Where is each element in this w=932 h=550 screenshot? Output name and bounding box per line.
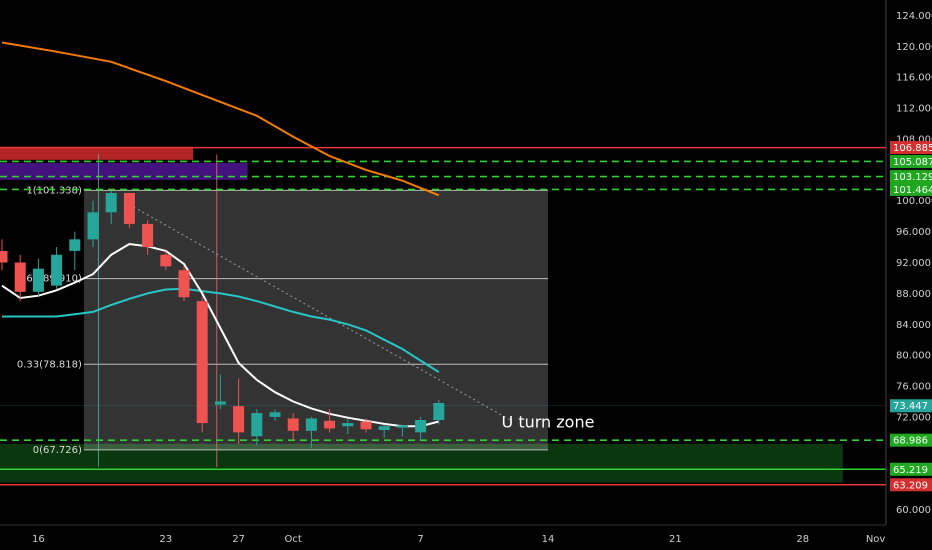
trend-line-layer[interactable] [129,204,512,422]
price-tag-current-bg [890,399,932,413]
ema-long-line [1,41,440,197]
candle-body-8 [142,223,154,248]
price-tag-68.986-bg [890,433,932,447]
y-tick-label-108.000: 108.000 [896,134,932,145]
y-tick-label-116.000: 116.000 [896,73,932,84]
y-tick-label-92.000: 92.000 [896,258,931,269]
price-tag-current-text: 73.447 [893,401,928,412]
candle-body-13 [233,406,245,433]
price-tag-101.464-text: 101.464 [893,185,932,196]
x-tick-label-16: 16 [32,534,45,545]
price-tag-101.464-bg [890,182,932,196]
candle-body-6 [105,193,117,213]
candle-body-11 [196,301,208,424]
x-tick-label-14: 14 [542,534,555,545]
red-zone [0,146,194,160]
candle-body-20 [360,421,372,430]
y-tick-label-124.000: 124.000 [896,11,932,22]
x-axis: 16 23 27 Oct 7 14 21 28 Nov [0,524,886,545]
y-tick-label-88.000: 88.000 [896,289,931,300]
candle-body-9 [160,254,172,267]
price-tags: 106.885 105.087 103.129 101.464 68.986 65.219… [890,141,932,492]
candle-body-16 [287,418,299,431]
fib-level-label-1: 0.66(89.910) [17,274,82,285]
x-tick-label-28: 28 [796,534,809,545]
x-tick-label-7: 7 [417,534,423,545]
candle-body-19 [342,423,354,427]
candle-body-22 [396,425,408,428]
y-tick-label-72.000: 72.000 [896,412,931,423]
candle-body-12 [214,401,226,405]
candle-body-15 [269,412,281,417]
y-tick-label-120.000: 120.000 [896,42,932,53]
candle-body-5 [87,212,99,240]
y-tick-label-60.000: 60.000 [896,505,931,516]
candle-body-23 [415,420,427,433]
x-tick-label-Nov: Nov [866,534,886,545]
candle-body-10 [178,270,190,298]
fibonacci-retracement[interactable]: 1(101.338) 0.66(89.910) 0.33(78.818) 0(67.7… [17,185,549,456]
candle-body-14 [251,413,263,437]
candle-body-4 [69,239,81,251]
trend-line[interactable] [129,204,512,422]
candle-body-0 [0,250,8,263]
y-tick-label-76.000: 76.000 [896,382,931,393]
price-tag-63.209-bg [890,478,932,492]
candles-layer [0,190,445,448]
y-tick-label-80.000: 80.000 [896,351,931,362]
price-tag-68.986-text: 68.986 [893,436,928,447]
ema-medium-line [2,287,440,373]
x-tick-label-21: 21 [669,534,682,545]
price-tag-65.219-bg [890,462,932,476]
x-tick-label-Oct: Oct [285,534,302,545]
x-tick-label-23: 23 [159,534,172,545]
x-tick-label-27: 27 [232,534,245,545]
candle-body-21 [378,426,390,431]
candle-body-18 [324,420,336,429]
y-tick-label-100.000: 100.000 [896,196,932,207]
price-tag-106.885-text: 106.885 [893,143,932,154]
y-tick-label-96.000: 96.000 [896,227,931,238]
fib-level-label-3: 0(67.726) [33,445,82,456]
fib-box [83,190,549,450]
price-tag-103.129-bg [890,170,932,184]
price-tag-63.209-text: 63.209 [893,480,928,491]
fib-level-label-0: 1(101.338) [26,185,82,196]
price-tag-65.219-text: 65.219 [893,465,928,476]
candle-body-3 [51,254,63,286]
price-tag-103.129-text: 103.129 [893,172,932,183]
fib-level-label-2: 0.33(78.818) [17,359,82,370]
annotations-layer: U turn zone [502,413,595,432]
y-axis: 124.000 120.000 116.000 112.000 108.000 100.0… [896,11,932,516]
purple-zone [0,162,248,180]
y-tick-label-84.000: 84.000 [896,320,931,331]
candle-body-17 [305,418,317,431]
price-tag-105.087-bg [890,154,932,168]
annotation-u-turn-zone: U turn zone [502,413,595,432]
candle-body-1 [14,262,26,292]
candle-body-24 [433,403,445,420]
candle-body-2 [32,268,44,292]
candle-body-7 [123,193,135,224]
y-tick-label-112.000: 112.000 [896,104,932,115]
price-tag-106.885-bg [890,141,932,155]
price-tag-105.087-text: 105.087 [893,157,932,168]
